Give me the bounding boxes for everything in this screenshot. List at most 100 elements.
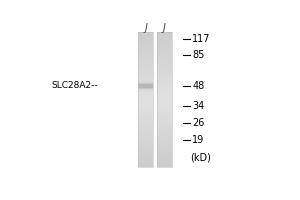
Bar <box>157 81 172 83</box>
Bar <box>157 74 172 76</box>
Text: (kD): (kD) <box>190 152 211 162</box>
Bar <box>138 64 153 66</box>
Bar <box>138 57 153 59</box>
Bar <box>157 44 172 45</box>
Bar <box>157 120 172 121</box>
Bar <box>138 76 153 77</box>
Bar <box>157 47 172 49</box>
Bar <box>157 96 172 98</box>
Bar <box>138 162 153 164</box>
Bar <box>157 83 172 84</box>
Bar <box>157 159 172 160</box>
Bar <box>138 105 153 106</box>
Bar <box>138 154 153 155</box>
Bar <box>138 89 153 91</box>
Bar <box>138 84 153 86</box>
Bar <box>138 86 153 88</box>
Text: 26: 26 <box>192 118 205 128</box>
Bar <box>157 105 172 106</box>
Bar <box>138 91 153 93</box>
Bar <box>157 132 172 133</box>
Bar <box>157 138 172 140</box>
Bar <box>138 127 153 128</box>
Bar <box>138 93 153 94</box>
Bar <box>138 101 153 103</box>
Bar <box>138 45 153 47</box>
Bar <box>157 60 172 62</box>
Bar <box>138 72 153 74</box>
Bar <box>157 76 172 77</box>
Bar <box>138 38 153 40</box>
Bar <box>138 140 153 142</box>
Text: 85: 85 <box>192 50 205 60</box>
Bar <box>157 67 172 69</box>
Text: 48: 48 <box>192 81 204 91</box>
Bar <box>157 111 172 113</box>
Bar <box>138 94 153 96</box>
Bar <box>157 128 172 130</box>
Bar <box>157 32 172 33</box>
Bar <box>138 32 153 33</box>
Bar <box>157 118 172 120</box>
Bar <box>157 110 172 111</box>
Bar <box>157 101 172 103</box>
Bar <box>157 115 172 116</box>
Bar <box>157 40 172 42</box>
Bar <box>138 118 153 120</box>
Bar <box>138 79 153 81</box>
Bar <box>157 79 172 81</box>
Bar <box>138 142 153 144</box>
Bar <box>157 103 172 105</box>
Bar <box>157 155 172 157</box>
Bar <box>138 155 153 157</box>
Bar <box>138 115 153 116</box>
Bar <box>138 164 153 166</box>
Bar <box>138 47 153 49</box>
Bar <box>138 99 153 101</box>
Bar <box>157 123 172 125</box>
Bar <box>157 84 172 86</box>
Bar <box>157 50 172 52</box>
Bar <box>138 121 153 123</box>
Bar <box>157 42 172 44</box>
Bar <box>157 133 172 135</box>
Bar <box>157 35 172 37</box>
Bar <box>157 125 172 127</box>
Bar <box>138 37 153 38</box>
Bar <box>138 74 153 76</box>
Bar <box>138 44 153 45</box>
Bar <box>138 150 153 152</box>
Bar <box>157 32 172 167</box>
Text: J: J <box>163 23 166 33</box>
Bar <box>138 157 153 159</box>
Bar <box>157 121 172 123</box>
Bar <box>138 138 153 140</box>
Bar <box>157 57 172 59</box>
Bar <box>138 40 153 42</box>
Bar <box>157 38 172 40</box>
Bar <box>138 62 153 64</box>
Bar <box>157 154 172 155</box>
Bar <box>138 130 153 132</box>
Bar <box>138 81 153 83</box>
Bar <box>138 66 153 67</box>
Bar <box>157 152 172 154</box>
Bar <box>157 72 172 74</box>
Bar <box>138 54 153 55</box>
Bar <box>138 145 153 147</box>
Bar <box>138 55 153 57</box>
Bar <box>138 144 153 145</box>
Bar <box>138 106 153 108</box>
Bar <box>138 42 153 44</box>
Bar <box>138 67 153 69</box>
Bar <box>157 45 172 47</box>
Bar <box>138 166 153 167</box>
Bar <box>138 125 153 127</box>
Bar <box>138 108 153 110</box>
Bar <box>157 113 172 115</box>
Bar <box>138 103 153 105</box>
Bar <box>138 137 153 138</box>
Bar <box>138 69 153 71</box>
Bar <box>157 62 172 64</box>
Bar <box>138 35 153 37</box>
